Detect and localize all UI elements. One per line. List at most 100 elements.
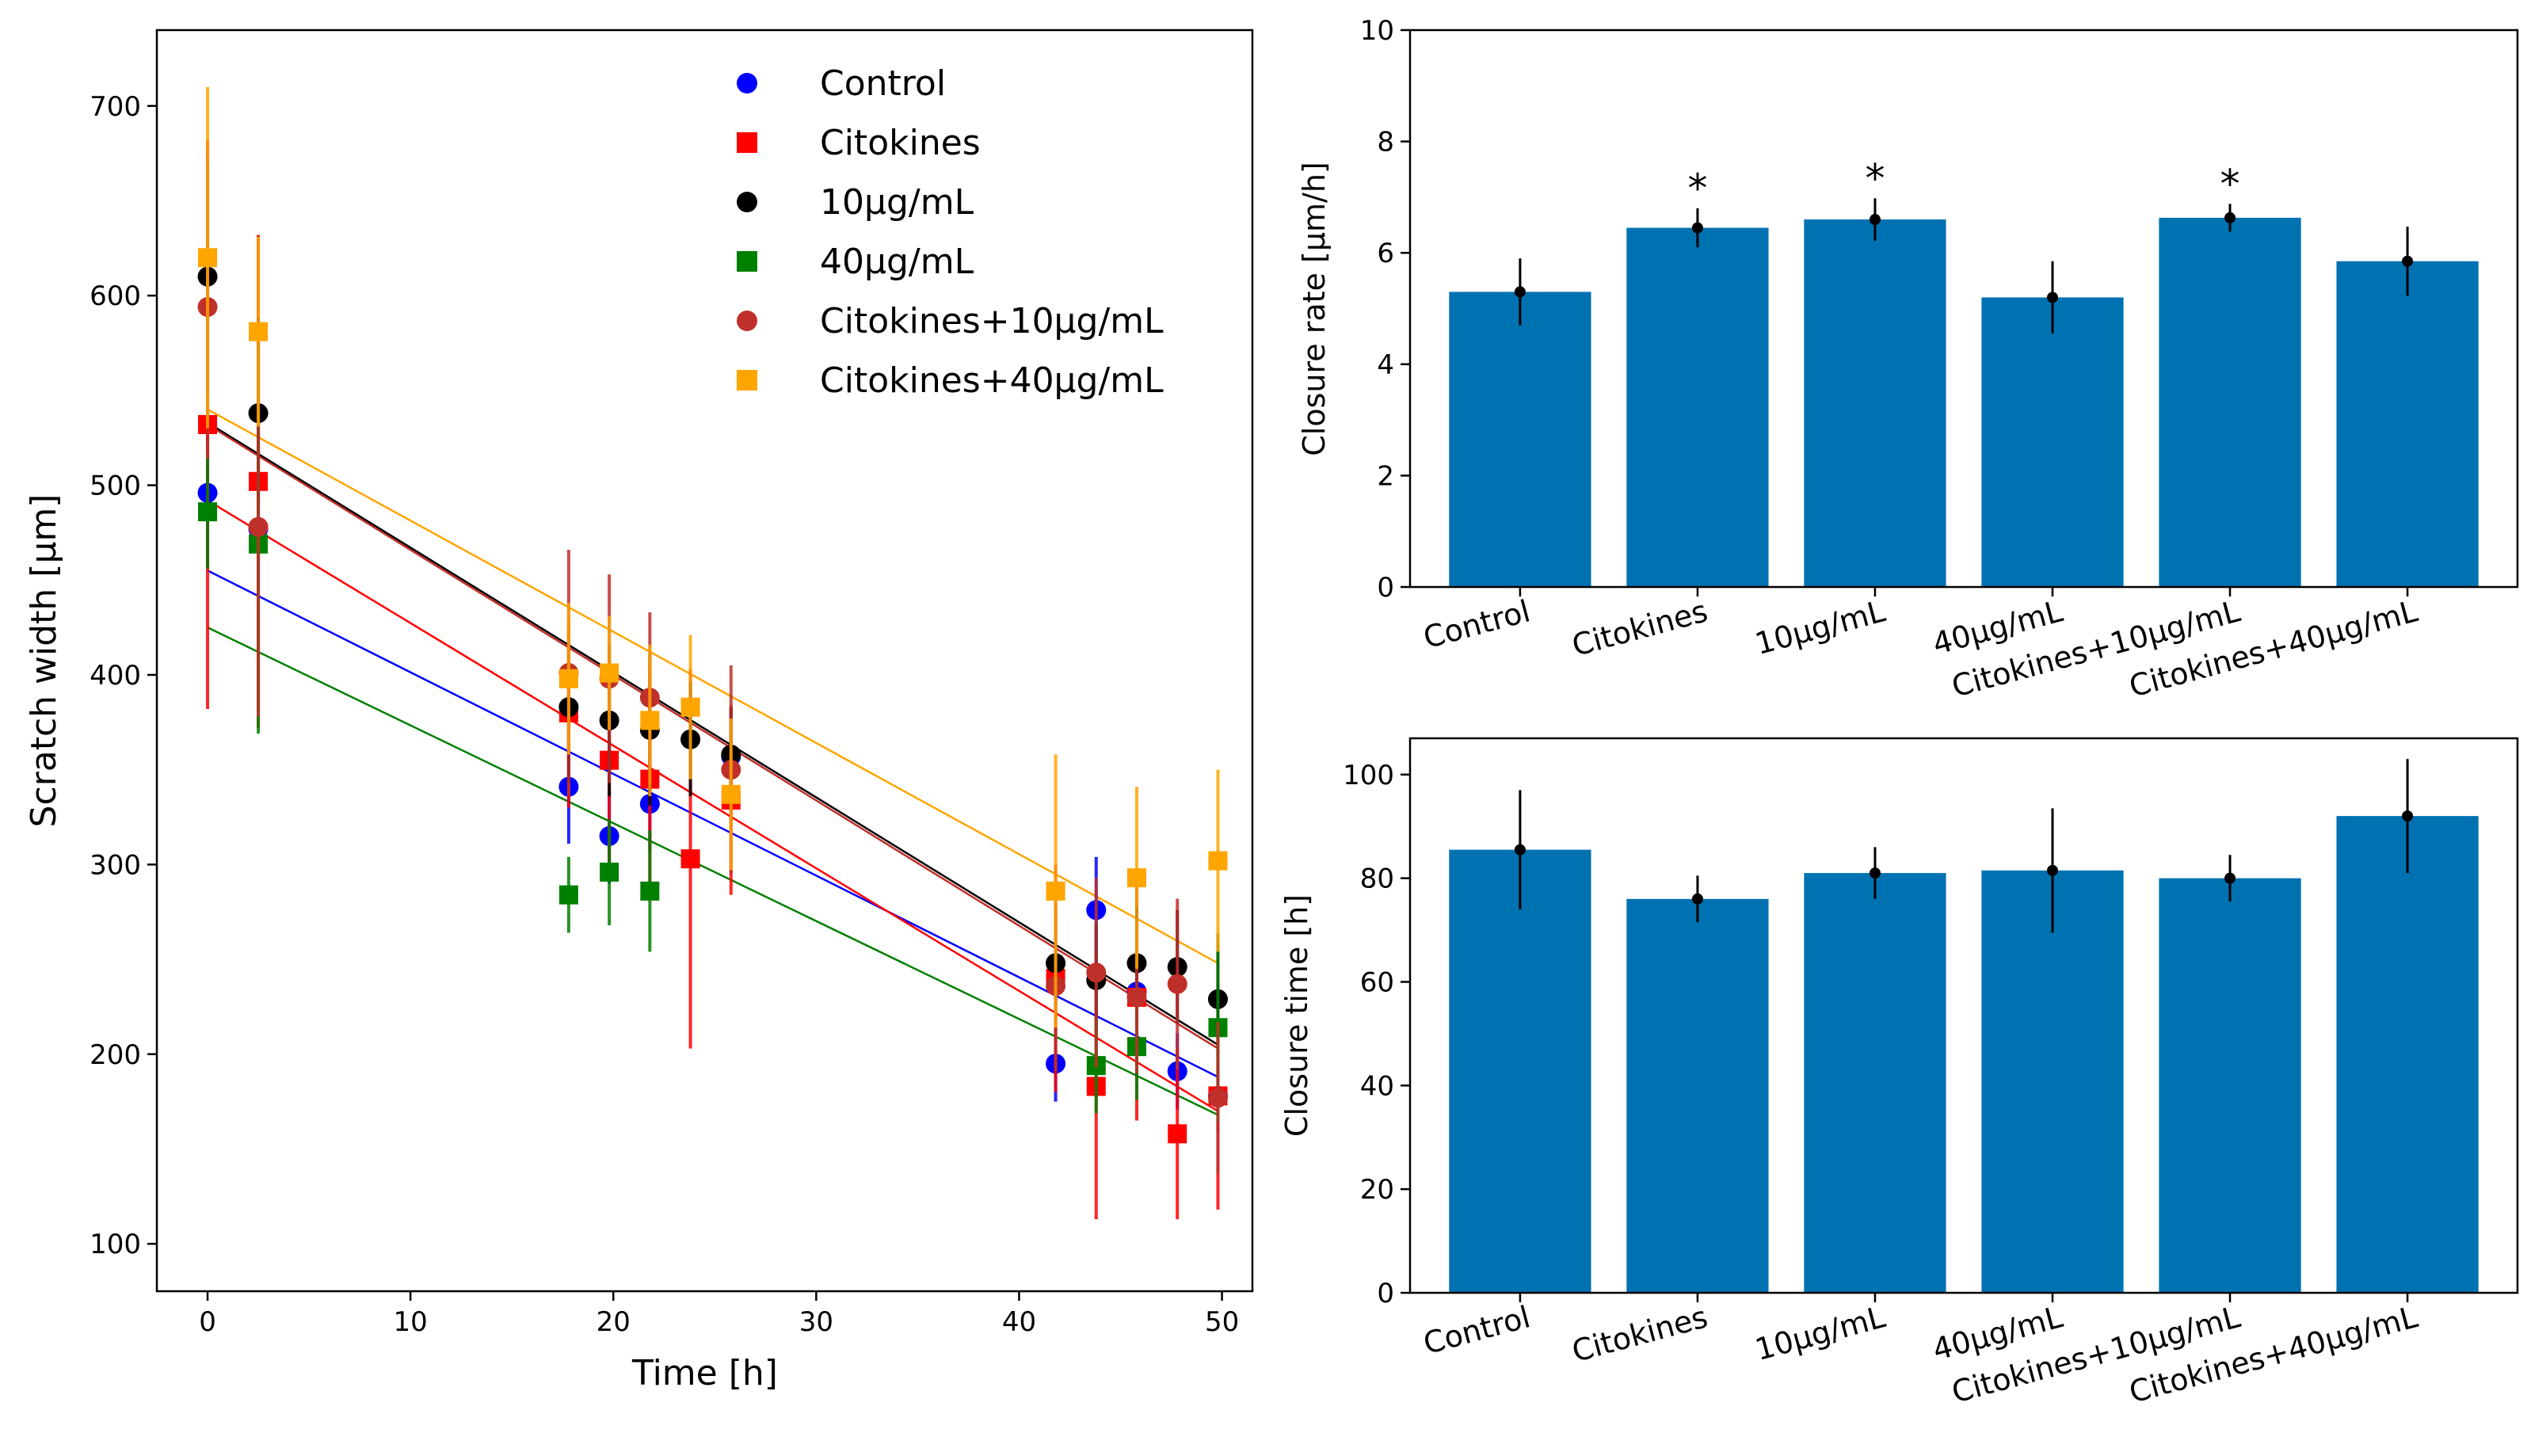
scatter-y-axis-label: Scratch width [μm]	[24, 494, 64, 828]
data-point-citokines-40-g-ml	[640, 711, 660, 730]
y-tick-label: 700	[90, 91, 141, 123]
time-bar-control	[1449, 849, 1591, 1293]
data-point-citokines-10-g-ml	[1126, 987, 1147, 1008]
y-tick-label: 100	[90, 1229, 141, 1260]
y-tick-label: 600	[90, 280, 141, 312]
rate-y-tick-label: 8	[1377, 127, 1394, 158]
data-point-citokines-10-g-ml	[1207, 1088, 1228, 1108]
data-point-citokines-40-g-ml	[600, 663, 619, 683]
scratch-width-plot: 0 10 20 30 40 50 100 200 300 400 500 600 700 Time [h…	[24, 29, 1254, 1393]
legend-label-citokines-10-g-ml: Citokines+10μg/mL	[820, 301, 1164, 341]
legend-marker-control	[737, 73, 757, 93]
rate-significance-star: *	[1865, 155, 1885, 201]
rate-bar-control	[1449, 292, 1591, 587]
rate-y-tick-label: 10	[1360, 15, 1394, 47]
data-point-citokines-40-g-ml	[1046, 881, 1065, 901]
fit-line-citokines-40-g-ml	[207, 408, 1219, 964]
legend-marker-citokines-40-g-ml	[737, 370, 757, 391]
time-mean-point	[1869, 867, 1881, 879]
time-x-tick-label: Citokines	[1568, 1299, 1712, 1369]
x-tick-label: 30	[799, 1306, 833, 1338]
rate-significance-star: *	[2220, 161, 2240, 207]
time-mean-point	[2047, 864, 2059, 876]
closure-time-axes-frame	[1408, 737, 2519, 1294]
x-tick-label: 50	[1205, 1306, 1239, 1338]
legend-marker-10-g-ml	[737, 192, 757, 212]
time-y-tick-label: 40	[1360, 1070, 1394, 1102]
fit-line-citokines	[207, 499, 1219, 1112]
time-x-tick-label: 10μg/mL	[1751, 1299, 1889, 1367]
data-point-citokines-40-g-ml	[721, 784, 741, 804]
closure-time-bars	[1449, 759, 2479, 1293]
data-point-citokines-40-g-ml	[249, 322, 269, 341]
rate-x-tick-label: Citokines	[1568, 593, 1712, 663]
time-mean-point	[2402, 810, 2414, 822]
rate-y-tick-label: 0	[1377, 572, 1394, 604]
data-point-citokines-10-g-ml	[1086, 962, 1107, 983]
legend-label-40-g-ml: 40μg/mL	[820, 242, 974, 282]
closure-rate-bars: * * *	[1449, 155, 2479, 587]
rate-mean-point	[1514, 286, 1526, 298]
data-point-citokines-40-g-ml	[558, 669, 578, 688]
y-tick-label: 200	[90, 1039, 141, 1071]
rate-y-tick-label: 4	[1377, 349, 1394, 381]
rate-mean-point	[1869, 214, 1881, 226]
rate-mean-point	[2224, 212, 2236, 223]
closure-rate-axes-frame	[1408, 29, 2519, 589]
rate-bar-10-g-ml	[1804, 219, 1946, 587]
x-tick-label: 20	[596, 1306, 631, 1338]
time-bar-citokines-10-g-ml	[2159, 878, 2301, 1293]
legend-marker-citokines-10-g-ml	[737, 311, 757, 331]
time-mean-point	[1691, 893, 1703, 905]
rate-mean-point	[2047, 292, 2059, 303]
data-point-citokines-10-g-ml	[248, 516, 269, 537]
legend-label-citokines-40-g-ml: Citokines+40μg/mL	[820, 360, 1164, 401]
data-point-40-g-ml	[600, 862, 619, 882]
time-x-tick-label: Control	[1420, 1299, 1534, 1361]
rate-x-tick-label: Control	[1420, 593, 1534, 655]
legend-label-control: Control	[820, 63, 946, 104]
data-point-citokines-10-g-ml	[1167, 974, 1187, 994]
data-point-40-g-ml	[558, 885, 578, 905]
time-bar-10-g-ml	[1804, 873, 1946, 1293]
rate-x-tick-label: 10μg/mL	[1751, 593, 1889, 661]
time-y-tick-label: 80	[1360, 863, 1394, 895]
x-tick-label: 0	[199, 1306, 216, 1338]
data-point-citokines-40-g-ml	[1127, 868, 1147, 888]
closure-rate-y-axis-label: Closure rate [μm/h]	[1297, 162, 1332, 455]
legend-label-citokines: Citokines	[820, 123, 981, 163]
data-point-citokines	[680, 849, 700, 869]
rate-mean-point	[2402, 255, 2414, 267]
rate-bar-citokines-40-g-ml	[2336, 261, 2479, 587]
data-point-citokines-40-g-ml	[680, 697, 700, 717]
time-y-tick-label: 20	[1360, 1174, 1394, 1206]
time-bar-40-g-ml	[1981, 870, 2124, 1293]
time-mean-point	[1514, 844, 1526, 856]
x-tick-label: 40	[1002, 1306, 1036, 1338]
fit-line-10-g-ml	[207, 421, 1219, 1046]
scatter-x-axis-label: Time [h]	[631, 1353, 778, 1393]
closure-time-y-axis-label: Closure time [h]	[1279, 894, 1314, 1137]
scatter-axes-frame	[155, 29, 1254, 1293]
time-mean-point	[2224, 872, 2236, 884]
fit-line-40-g-ml	[207, 626, 1219, 1116]
fit-line-control	[207, 570, 1219, 1078]
data-point-citokines	[1168, 1124, 1187, 1144]
rate-bar-40-g-ml	[1981, 297, 2124, 587]
time-bar-citokines	[1626, 898, 1769, 1293]
time-y-tick-label: 0	[1377, 1278, 1394, 1309]
legend-label-10-g-ml: 10μg/mL	[820, 182, 974, 223]
data-point-citokines-40-g-ml	[1208, 851, 1228, 871]
rate-y-tick-label: 6	[1377, 238, 1394, 269]
data-point-40-g-ml	[640, 881, 660, 901]
x-tick-label: 10	[394, 1306, 428, 1338]
rate-bar-citokines	[1626, 227, 1769, 587]
data-point-40-g-ml	[198, 502, 218, 522]
y-tick-label: 400	[90, 660, 141, 692]
time-y-tick-label: 60	[1360, 966, 1394, 998]
data-point-citokines-40-g-ml	[198, 248, 218, 268]
scatter-ticks: 0 10 20 30 40 50 100 200 300 400 500 600 700	[90, 91, 1239, 1338]
